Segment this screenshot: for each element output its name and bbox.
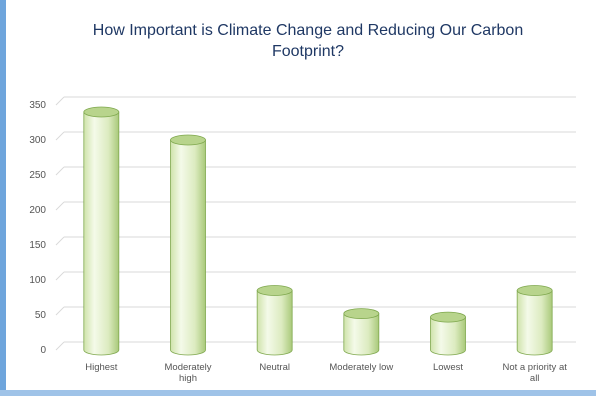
bar-top	[83, 106, 120, 118]
bar	[430, 311, 466, 356]
bar-top	[343, 308, 380, 320]
chart-title-line: Footprint?	[272, 43, 344, 60]
y-tick-label: 300	[29, 135, 46, 146]
gridline-depth	[55, 306, 65, 316]
window-bottom-edge	[0, 390, 596, 396]
bar-body	[516, 290, 553, 356]
bar-body	[83, 111, 120, 356]
chart-title: How Important is Climate Change and Redu…	[93, 22, 523, 60]
y-tick-label: 350	[29, 100, 46, 111]
gridline-depth	[55, 271, 65, 281]
bar	[256, 285, 293, 356]
y-tick-label: 100	[29, 275, 46, 286]
bar-body	[256, 290, 293, 356]
x-tick-label: Not a priority at	[502, 362, 567, 373]
x-tick-label: Highest	[85, 362, 118, 373]
gridline-depth	[55, 236, 65, 246]
x-tick-label: Moderately	[165, 362, 212, 373]
bar	[343, 308, 380, 356]
chart-title-line: How Important is Climate Change and Redu…	[93, 22, 523, 39]
y-tick-label: 0	[40, 345, 46, 356]
bar	[170, 134, 206, 356]
bar-body	[343, 313, 380, 356]
x-tick-label: high	[179, 373, 197, 384]
y-axis-ticks: 0 50 100 150 200 250 300 350	[29, 100, 46, 356]
gridline-depth	[55, 131, 65, 141]
y-tick-label: 150	[29, 240, 46, 251]
bar-top	[256, 285, 293, 296]
gridline-depth	[55, 341, 65, 351]
gridline-depth	[55, 201, 65, 211]
x-tick-label: all	[530, 373, 540, 384]
bar-top	[516, 285, 553, 296]
bar	[83, 106, 120, 356]
y-tick-label: 50	[35, 310, 47, 321]
x-tick-label: Moderately low	[329, 362, 393, 373]
window-left-edge	[0, 0, 6, 396]
bar-top	[170, 134, 206, 146]
bar-chart: How Important is Climate Change and Redu…	[29, 22, 576, 384]
gridlines	[55, 96, 576, 351]
bar-body	[170, 139, 206, 356]
y-tick-label: 200	[29, 205, 46, 216]
x-tick-label: Neutral	[259, 362, 290, 373]
gridline-depth	[55, 96, 65, 106]
bar-top	[430, 311, 466, 323]
bar	[516, 285, 553, 356]
bars	[83, 106, 553, 356]
bar-body	[430, 316, 466, 356]
gridline-depth	[55, 166, 65, 176]
x-tick-label: Lowest	[433, 362, 463, 373]
y-tick-label: 250	[29, 170, 46, 181]
